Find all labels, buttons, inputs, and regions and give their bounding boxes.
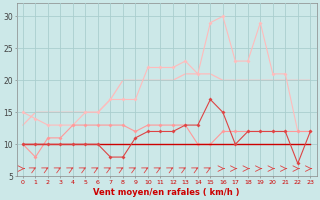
- X-axis label: Vent moyen/en rafales ( km/h ): Vent moyen/en rafales ( km/h ): [93, 188, 240, 197]
